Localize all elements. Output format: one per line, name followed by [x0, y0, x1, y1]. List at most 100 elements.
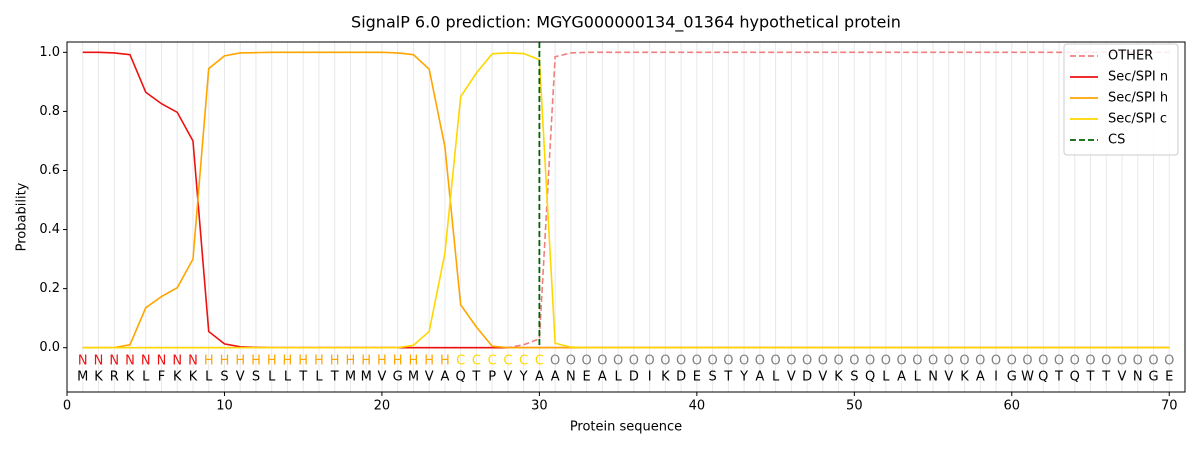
residue: I	[994, 370, 998, 385]
region-label: O	[991, 354, 1001, 369]
residue: F	[158, 370, 165, 385]
residue: M	[361, 370, 372, 385]
region-label: O	[959, 354, 969, 369]
region-label: O	[645, 354, 655, 369]
region-label: O	[833, 354, 843, 369]
axes-frame	[66, 41, 1186, 393]
region-label: O	[1022, 354, 1032, 369]
residue: V	[1118, 370, 1127, 385]
region-label: H	[393, 354, 403, 369]
region-label: H	[251, 354, 261, 369]
region-label: C	[456, 354, 465, 369]
residue: L	[268, 370, 276, 385]
region-label: O	[582, 354, 592, 369]
region-label: H	[267, 354, 277, 369]
region-label: H	[440, 354, 450, 369]
region-label: C	[535, 354, 544, 369]
residue: V	[787, 370, 796, 385]
chart-title: SignalP 6.0 prediction: MGYG000000134_01…	[351, 13, 901, 33]
region-label: O	[1070, 354, 1080, 369]
residue: K	[173, 370, 182, 385]
residue: L	[882, 370, 890, 385]
residue: A	[551, 370, 560, 385]
region-label: O	[1117, 354, 1127, 369]
region-label: H	[204, 354, 214, 369]
region-label: O	[676, 354, 686, 369]
region-label: O	[597, 354, 607, 369]
residue: R	[110, 370, 119, 385]
region-label: O	[629, 354, 639, 369]
region-label: O	[566, 354, 576, 369]
residue: E	[583, 370, 591, 385]
x-tick-label: 0	[63, 399, 71, 414]
residue: D	[629, 370, 639, 385]
residue: S	[708, 370, 716, 385]
y-tick-label: 0.4	[39, 222, 60, 237]
residue: A	[976, 370, 985, 385]
x-tick-label: 10	[216, 399, 233, 414]
region-label: C	[519, 354, 528, 369]
legend-label: OTHER	[1108, 49, 1153, 64]
residue: T	[298, 370, 307, 385]
residue: Q	[1038, 370, 1048, 385]
region-label: O	[613, 354, 623, 369]
region-label: O	[896, 354, 906, 369]
region-label: O	[550, 354, 560, 369]
x-tick-label: 70	[1161, 399, 1178, 414]
residue: A	[440, 370, 449, 385]
region-label: O	[1038, 354, 1048, 369]
region-label: C	[488, 354, 497, 369]
residue: Y	[739, 370, 748, 385]
region-label: N	[172, 354, 182, 369]
residue: S	[252, 370, 260, 385]
residue: T	[1086, 370, 1095, 385]
residue: M	[77, 370, 88, 385]
residue: Y	[519, 370, 528, 385]
residue: V	[944, 370, 953, 385]
residue: G	[1148, 370, 1158, 385]
y-tick-label: 0.0	[39, 340, 60, 355]
residue: V	[425, 370, 434, 385]
region-label: O	[1085, 354, 1095, 369]
residue: E	[693, 370, 701, 385]
y-tick-label: 0.6	[39, 163, 60, 178]
residue: K	[126, 370, 135, 385]
residue: T	[723, 370, 732, 385]
region-label: H	[220, 354, 230, 369]
residue: N	[566, 370, 576, 385]
residue: W	[1021, 370, 1034, 385]
region-label: H	[283, 354, 293, 369]
residue: Q	[1070, 370, 1080, 385]
region-label: H	[409, 354, 419, 369]
region-label: O	[692, 354, 702, 369]
region-label: O	[881, 354, 891, 369]
region-label: O	[1101, 354, 1111, 369]
region-label: C	[503, 354, 512, 369]
residue: G	[393, 370, 403, 385]
region-label: H	[346, 354, 356, 369]
y-axis-label: Probability	[15, 182, 30, 251]
region-label: C	[472, 354, 481, 369]
region-label: O	[1054, 354, 1064, 369]
x-tick-label: 30	[531, 399, 548, 414]
x-tick-label: 50	[846, 399, 863, 414]
region-label: O	[786, 354, 796, 369]
residue: V	[236, 370, 245, 385]
residue: K	[834, 370, 843, 385]
region-label: H	[235, 354, 245, 369]
region-label: O	[739, 354, 749, 369]
region-label: N	[141, 354, 151, 369]
region-label: H	[377, 354, 387, 369]
residue: L	[615, 370, 623, 385]
residue: L	[284, 370, 292, 385]
region-label: O	[849, 354, 859, 369]
region-label: O	[818, 354, 828, 369]
residue: E	[1165, 370, 1173, 385]
region-label: N	[94, 354, 104, 369]
region-label: O	[1164, 354, 1174, 369]
residue: M	[345, 370, 356, 385]
residue: L	[315, 370, 323, 385]
residue: V	[377, 370, 386, 385]
residue: N	[1133, 370, 1143, 385]
region-label: O	[928, 354, 938, 369]
